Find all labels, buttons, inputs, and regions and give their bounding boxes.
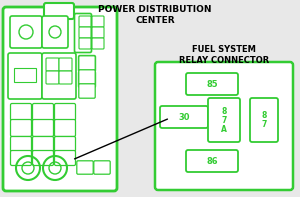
FancyBboxPatch shape xyxy=(59,71,72,84)
FancyBboxPatch shape xyxy=(79,56,95,70)
FancyBboxPatch shape xyxy=(92,27,104,38)
FancyBboxPatch shape xyxy=(55,137,76,151)
FancyBboxPatch shape xyxy=(208,98,240,142)
FancyBboxPatch shape xyxy=(46,58,59,71)
FancyBboxPatch shape xyxy=(11,151,32,165)
FancyBboxPatch shape xyxy=(79,56,95,72)
FancyBboxPatch shape xyxy=(79,70,95,84)
FancyBboxPatch shape xyxy=(92,38,104,49)
FancyBboxPatch shape xyxy=(92,16,104,27)
FancyBboxPatch shape xyxy=(32,120,53,137)
Text: POWER DISTRIBUTION
CENTER: POWER DISTRIBUTION CENTER xyxy=(98,5,212,25)
FancyBboxPatch shape xyxy=(74,14,92,52)
FancyBboxPatch shape xyxy=(81,56,93,68)
FancyBboxPatch shape xyxy=(94,161,110,174)
FancyBboxPatch shape xyxy=(44,3,74,19)
FancyBboxPatch shape xyxy=(3,7,117,191)
FancyBboxPatch shape xyxy=(250,98,278,142)
FancyBboxPatch shape xyxy=(59,58,72,71)
FancyBboxPatch shape xyxy=(11,103,32,121)
FancyBboxPatch shape xyxy=(79,16,91,27)
FancyBboxPatch shape xyxy=(42,16,68,48)
FancyBboxPatch shape xyxy=(32,103,53,121)
FancyBboxPatch shape xyxy=(11,120,32,137)
FancyBboxPatch shape xyxy=(55,103,76,121)
Text: 85: 85 xyxy=(206,80,218,88)
FancyBboxPatch shape xyxy=(160,106,208,128)
FancyBboxPatch shape xyxy=(79,27,91,38)
FancyBboxPatch shape xyxy=(77,161,93,174)
FancyBboxPatch shape xyxy=(42,53,76,99)
FancyBboxPatch shape xyxy=(32,151,53,165)
Text: 30: 30 xyxy=(178,112,190,122)
FancyBboxPatch shape xyxy=(186,73,238,95)
FancyBboxPatch shape xyxy=(155,62,293,190)
FancyBboxPatch shape xyxy=(11,137,32,151)
Text: 8
7
A: 8 7 A xyxy=(221,107,227,134)
FancyBboxPatch shape xyxy=(79,84,95,98)
FancyBboxPatch shape xyxy=(8,53,42,99)
Text: 86: 86 xyxy=(206,156,218,165)
Text: FUEL SYSTEM
RELAY CONNECTOR: FUEL SYSTEM RELAY CONNECTOR xyxy=(179,45,269,65)
FancyBboxPatch shape xyxy=(186,150,238,172)
FancyBboxPatch shape xyxy=(46,71,59,84)
Bar xyxy=(14,68,36,82)
FancyBboxPatch shape xyxy=(55,151,76,165)
FancyBboxPatch shape xyxy=(32,137,53,151)
FancyBboxPatch shape xyxy=(55,120,76,137)
FancyBboxPatch shape xyxy=(79,38,91,49)
Text: 8
7: 8 7 xyxy=(261,111,267,129)
FancyBboxPatch shape xyxy=(79,72,95,87)
FancyBboxPatch shape xyxy=(10,16,42,48)
